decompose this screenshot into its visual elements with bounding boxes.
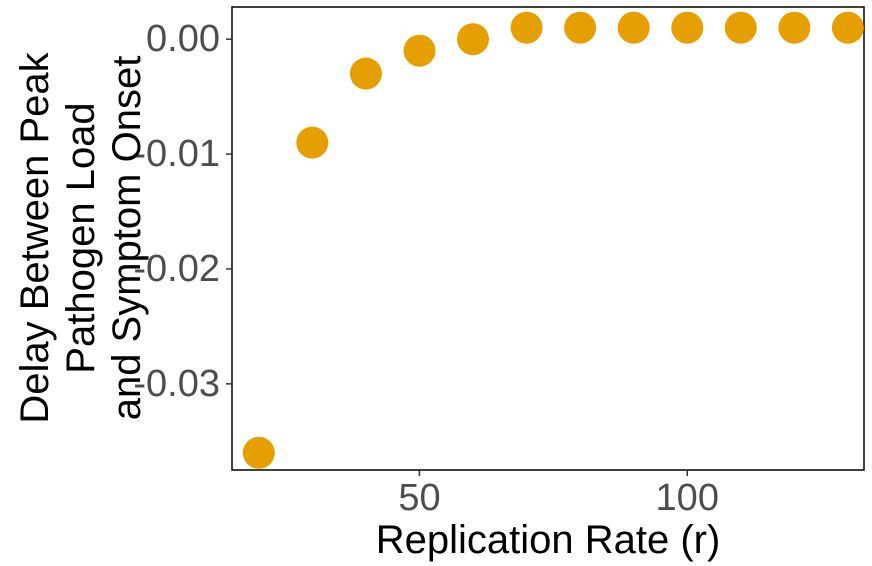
y-tick-label: -0.03 bbox=[133, 363, 220, 405]
x-axis-title: Replication Rate (r) bbox=[376, 518, 721, 562]
data-point bbox=[778, 11, 811, 44]
x-tick-label: 100 bbox=[656, 477, 719, 519]
data-point bbox=[617, 11, 650, 44]
y-axis-title-line-2: Pathogen Load bbox=[59, 102, 103, 373]
x-axis: 50 100 bbox=[398, 470, 719, 519]
x-tick-label: 50 bbox=[398, 477, 440, 519]
data-point bbox=[510, 11, 543, 44]
data-point bbox=[564, 11, 597, 44]
y-tick-label: -0.01 bbox=[133, 133, 220, 175]
y-axis-title-line-3: and Symptom Onset bbox=[105, 56, 149, 421]
y-axis-title: Delay Between Peak Pathogen Load and Sym… bbox=[13, 51, 149, 423]
y-tick-label: -0.02 bbox=[133, 248, 220, 290]
data-point bbox=[349, 57, 382, 90]
data-point bbox=[724, 11, 757, 44]
data-point bbox=[403, 34, 436, 67]
data-point bbox=[457, 23, 489, 56]
data-point bbox=[296, 126, 329, 159]
y-tick-label: 0.00 bbox=[146, 18, 220, 60]
data-point bbox=[242, 436, 275, 469]
data-point bbox=[671, 11, 704, 44]
y-axis: 0.00 -0.01 -0.02 -0.03 bbox=[133, 18, 232, 405]
data-point bbox=[831, 11, 864, 44]
plot-panel bbox=[231, 6, 865, 471]
y-axis-title-line-1: Delay Between Peak bbox=[13, 51, 57, 423]
chart-marks bbox=[242, 11, 864, 469]
